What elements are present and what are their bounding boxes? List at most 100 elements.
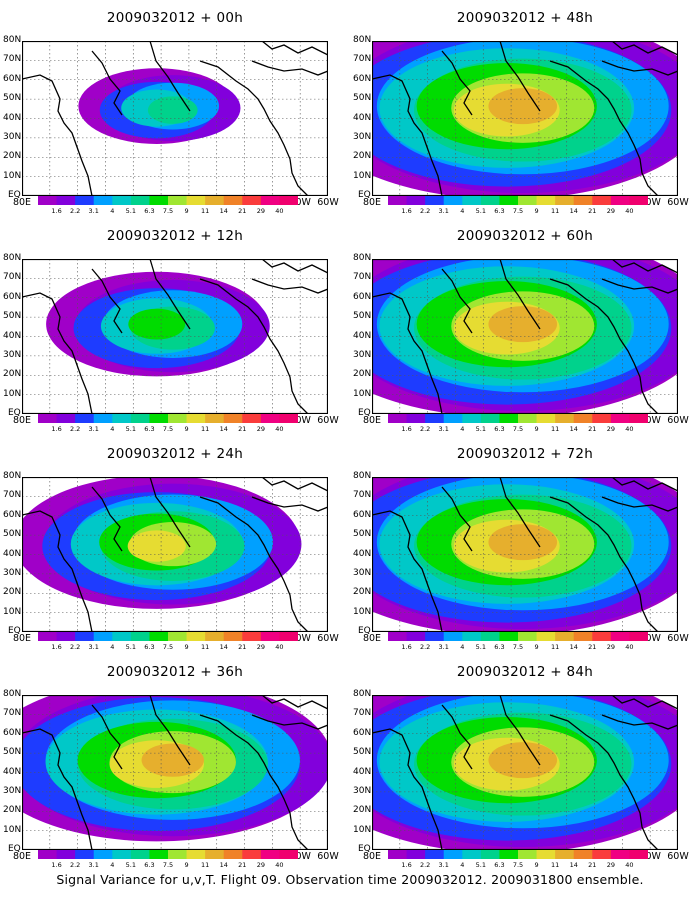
legend-swatch xyxy=(223,850,243,859)
map-frame xyxy=(372,259,678,414)
legend-level-label: 4 xyxy=(110,861,115,869)
legend-level-label: 6.3 xyxy=(494,643,505,651)
coastline xyxy=(261,695,328,710)
coastline xyxy=(91,268,123,334)
lat-tick-label: 60N xyxy=(3,73,22,84)
lat-tick-label: 20N xyxy=(353,587,372,598)
legend-swatch xyxy=(610,196,630,205)
legend-level-label: 7.5 xyxy=(162,207,174,215)
lat-tick-label: 30N xyxy=(353,567,372,578)
coastline xyxy=(372,728,443,850)
lat-tick-label: 50N xyxy=(3,311,22,322)
lat-tick-label: 30N xyxy=(353,131,372,142)
lat-tick-label: 70N xyxy=(3,272,22,283)
legend-swatch xyxy=(536,414,556,423)
legend-level-label: 29 xyxy=(606,861,615,869)
lat-tick-label: 40N xyxy=(353,112,372,123)
legend-swatch xyxy=(499,850,519,859)
coastline xyxy=(611,477,678,492)
lat-tick-label: EQ xyxy=(358,844,371,854)
legend-swatch xyxy=(555,196,575,205)
legend-level-label: 5.1 xyxy=(475,207,487,215)
legend-swatch xyxy=(149,414,169,423)
legend-level-label: 11 xyxy=(201,207,210,215)
map-frame xyxy=(372,695,678,850)
variance-map xyxy=(22,695,328,850)
legend-swatch xyxy=(223,196,243,205)
legend-swatch xyxy=(388,850,408,859)
legend-swatch xyxy=(38,196,58,205)
legend-swatch xyxy=(242,414,262,423)
legend-level-label: 29 xyxy=(606,207,615,215)
lat-tick-label: 50N xyxy=(353,311,372,322)
legend-level-label: 1.6 xyxy=(401,207,412,215)
legend-swatch xyxy=(112,414,132,423)
lon-tick-label: 80W xyxy=(639,197,661,208)
legend-level-label: 5.1 xyxy=(125,861,137,869)
legend-swatch xyxy=(149,632,169,641)
map-frame xyxy=(22,259,328,414)
map-frame xyxy=(372,477,678,632)
legend-swatch xyxy=(610,632,630,641)
legend-swatch xyxy=(279,850,298,859)
contour-fill xyxy=(128,308,186,340)
legend-level-label: 6.3 xyxy=(494,861,505,869)
legend-swatch xyxy=(406,414,426,423)
contour-fill xyxy=(488,88,558,125)
legend-level-label: 4 xyxy=(460,861,465,869)
legend-swatch xyxy=(56,196,76,205)
legend-level-label: 2.2 xyxy=(419,643,431,651)
contour-fill xyxy=(141,743,204,777)
legend-level-label: 21 xyxy=(588,207,597,215)
lat-tick-label: 70N xyxy=(353,54,372,65)
map-panel: 2009032012 + 48h 80N 70N 60N 50N 40N 30N 20N 10N… xyxy=(350,0,700,218)
legend-level-label: 6.3 xyxy=(144,207,155,215)
legend-swatch xyxy=(186,632,206,641)
legend-level-label: 4 xyxy=(460,207,465,215)
legend-swatch xyxy=(629,632,648,641)
coastline xyxy=(601,60,678,76)
legend-swatch xyxy=(205,196,225,205)
legend-level-label: 9 xyxy=(534,425,539,433)
coastline xyxy=(22,292,93,414)
legend-level-label: 11 xyxy=(551,643,560,651)
coastline xyxy=(611,259,678,274)
variance-map xyxy=(372,259,678,414)
panel-title: 2009032012 + 12h xyxy=(106,228,244,244)
legend-level-label: 40 xyxy=(275,207,284,215)
legend-swatch xyxy=(130,414,150,423)
lat-tick-label: 10N xyxy=(3,170,22,181)
legend-level-label: 3.1 xyxy=(88,207,99,215)
lon-tick-label: 80W xyxy=(289,633,311,644)
legend-swatch xyxy=(462,632,482,641)
legend-swatch xyxy=(499,632,519,641)
coastline xyxy=(372,74,443,196)
coastline xyxy=(91,704,123,770)
legend-swatch xyxy=(425,414,445,423)
color-legend: 1.6 2.2 3.1 4 5.1 6.3 7.5 9 11 14 21 29 40 xyxy=(38,414,298,436)
coastline xyxy=(549,278,659,414)
legend-swatch xyxy=(242,632,262,641)
legend-swatch xyxy=(279,414,298,423)
map-panel: 2009032012 + 12h 80N 70N 60N 50N 40N 30N 20N 10N… xyxy=(0,218,350,436)
lat-tick-label: 10N xyxy=(353,824,372,835)
lon-tick-label: 60W xyxy=(667,633,689,644)
legend-level-label: 29 xyxy=(256,643,265,651)
legend-level-label: 6.3 xyxy=(144,861,155,869)
legend-swatch xyxy=(130,196,150,205)
legend-swatch xyxy=(518,196,538,205)
lon-tick-label: 60W xyxy=(667,197,689,208)
legend-level-label: 21 xyxy=(588,643,597,651)
legend-level-label: 40 xyxy=(275,643,284,651)
color-legend: 1.6 2.2 3.1 4 5.1 6.3 7.5 9 11 14 21 29 40 xyxy=(38,632,298,654)
coastline xyxy=(91,486,123,552)
legend-swatch xyxy=(462,414,482,423)
legend-swatch xyxy=(573,632,593,641)
color-legend: 1.6 2.2 3.1 4 5.1 6.3 7.5 9 11 14 21 29 40 xyxy=(38,196,298,218)
legend-swatch xyxy=(149,850,169,859)
legend-bar xyxy=(38,632,298,641)
lon-tick-label: 80W xyxy=(639,415,661,426)
lat-tick-label: 50N xyxy=(3,747,22,758)
legend-level-label: 14 xyxy=(219,425,228,433)
legend-swatch xyxy=(629,414,648,423)
